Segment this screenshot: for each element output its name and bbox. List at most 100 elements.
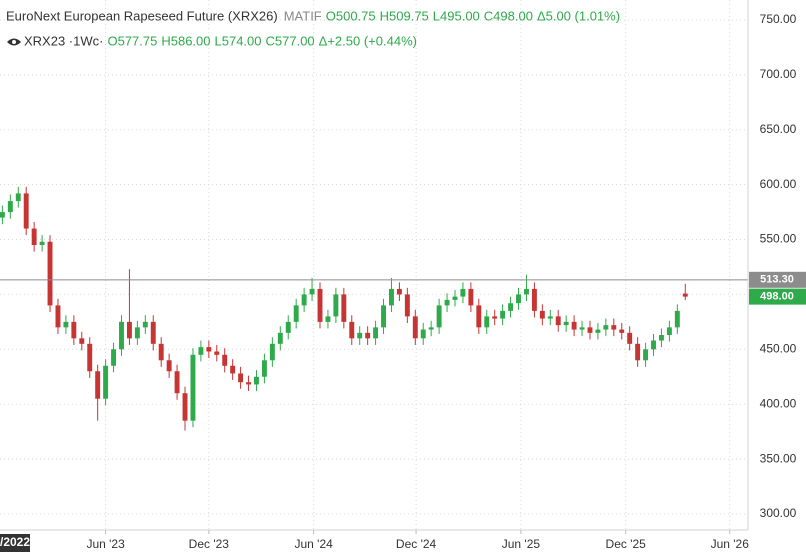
price-label: 513.30 — [760, 274, 794, 286]
candle-body — [674, 310, 680, 328]
candle-body — [444, 299, 450, 306]
candle-body — [214, 351, 220, 355]
candle-body — [571, 321, 577, 330]
exchange: MATIF — [284, 8, 322, 23]
candle-body — [293, 305, 299, 322]
candle-body — [95, 371, 101, 399]
candle-body — [547, 316, 553, 319]
candle-body — [428, 327, 434, 330]
header-value: Δ5.00 (1.01%) — [537, 8, 620, 23]
candle-body — [285, 321, 291, 333]
y-tick-label: 450.00 — [760, 341, 797, 355]
candle-body — [396, 288, 402, 295]
candle-body — [126, 321, 132, 339]
candle-body — [563, 321, 569, 326]
x-tick-label: Dec '25 — [606, 537, 647, 551]
x-tick-label: Jun '24 — [294, 537, 333, 551]
candle-body — [47, 241, 53, 306]
candle-body — [333, 294, 339, 317]
candle-body — [341, 294, 347, 322]
candle-body — [508, 303, 514, 311]
compare-value: L574.00 — [215, 33, 262, 48]
x-tick-label: Jun '26 — [711, 537, 750, 551]
candle-body — [222, 354, 228, 366]
y-tick-label: 350.00 — [760, 451, 797, 465]
cursor-label: /2022 — [0, 535, 30, 549]
candle-body — [373, 327, 379, 339]
candle-body — [142, 321, 148, 328]
candle-body — [0, 212, 5, 218]
plot — [0, 186, 748, 431]
candle-body — [119, 321, 124, 350]
y-tick-label: 400.00 — [760, 396, 797, 410]
candle-body — [254, 376, 259, 385]
candle-body — [79, 338, 85, 344]
candle-body — [349, 321, 355, 339]
x-tick-label: Dec '24 — [396, 537, 437, 551]
candle-body — [587, 327, 593, 333]
candle-body — [555, 316, 561, 326]
cursor-label-box — [0, 534, 30, 552]
candle-body — [635, 343, 641, 361]
candle-body — [420, 329, 426, 339]
candle-body — [531, 288, 537, 311]
candle-body — [500, 310, 506, 319]
candle-body — [682, 293, 688, 297]
compare-value: H586.00 — [161, 33, 210, 48]
candle-body — [579, 327, 585, 330]
x-tick-label: Dec '23 — [189, 537, 230, 551]
candle-body — [166, 360, 172, 372]
candle-body — [190, 354, 196, 421]
candle-body — [523, 288, 529, 295]
candle-body — [63, 321, 69, 328]
grid — [0, 0, 748, 530]
y-tick-label: 750.00 — [760, 12, 797, 26]
candle-body — [476, 305, 482, 328]
compare-symbol: XRX23 ·1Wc· — [24, 33, 103, 48]
candle-body — [301, 294, 307, 306]
candle-body — [134, 327, 140, 339]
candle-body — [666, 327, 672, 336]
candle-body — [595, 329, 601, 333]
candle-body — [389, 288, 394, 306]
candle-body — [468, 288, 474, 306]
candle-body — [611, 325, 617, 330]
candle-body — [111, 349, 117, 366]
y-tick-label: 550.00 — [760, 232, 797, 246]
candle-body — [436, 305, 442, 328]
price-label-box — [749, 288, 806, 305]
candle-body — [198, 347, 204, 355]
candle-body — [539, 310, 545, 319]
candle-body — [39, 241, 45, 246]
candle-body — [246, 382, 252, 385]
header-value: O500.75 — [326, 8, 376, 23]
candle-body — [460, 288, 466, 297]
axes: 300.00350.00400.00450.00500.00550.00600.… — [0, 12, 806, 552]
candle-body — [516, 294, 521, 304]
candle-body — [7, 201, 13, 213]
candle-body — [23, 193, 29, 229]
candle-body — [261, 360, 267, 377]
candle-body — [325, 316, 331, 322]
candle-body — [365, 332, 371, 339]
compare-value: O577.75 — [107, 33, 157, 48]
eye-icon — [7, 38, 21, 46]
candle-body — [627, 332, 633, 344]
candle-body — [182, 393, 188, 421]
compare-value: C577.00 — [266, 33, 315, 48]
candle-body — [619, 329, 625, 333]
candle-body — [238, 373, 244, 383]
y-tick-label: 300.00 — [760, 506, 797, 520]
y-tick-label: 700.00 — [760, 67, 797, 81]
candle-body — [277, 332, 283, 344]
x-tick-label: Jun '23 — [86, 537, 125, 551]
candle-body — [317, 288, 323, 322]
candle-body — [492, 316, 498, 319]
candle-body — [357, 332, 363, 339]
candle-body — [643, 349, 649, 361]
candle-body — [103, 365, 109, 399]
candle-body — [150, 321, 156, 344]
y-tick-label: 600.00 — [760, 177, 797, 191]
candle-body — [603, 325, 609, 330]
